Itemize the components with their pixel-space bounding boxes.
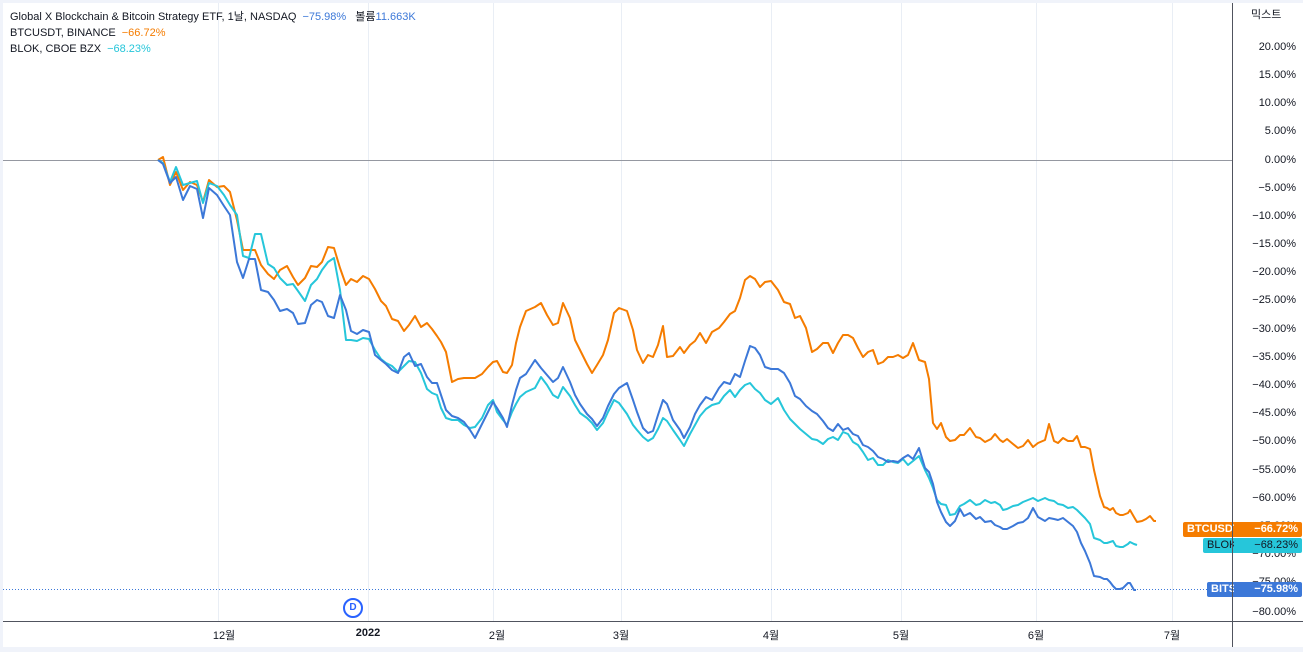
x-tick: 6월 [1027,630,1045,642]
chart-canvas [0,0,1232,621]
y-tick: 5.00% [1264,125,1296,137]
legend-btcusdt-name: BTCUSDT, BINANCE [10,27,116,39]
y-tick: −40.00% [1252,379,1296,391]
legend-bits-value: −75.98% [302,11,347,23]
bits-line [157,159,1136,591]
y-tick: −60.00% [1252,492,1296,504]
y-tick: −10.00% [1252,210,1296,222]
scale-mode-label[interactable]: 믹스트 [1251,8,1282,21]
y-tick: −50.00% [1252,435,1296,447]
top-border [0,0,1303,3]
legend-volume-label: 볼륨 [355,11,376,23]
legend-blok-value: −68.23% [107,43,151,55]
left-border [0,0,3,647]
legend-btcusdt-value: −66.72% [121,27,166,39]
blok-line [157,159,1138,548]
x-tick: 2022 [355,627,381,639]
btcusdt-price-tag: −66.72% [1234,522,1302,537]
x-tick: 2월 [488,630,506,642]
y-tick: 15.00% [1258,69,1296,81]
y-tick: 10.00% [1258,97,1296,109]
y-tick: −35.00% [1252,351,1296,363]
time-axis[interactable]: 12월 2022 2월 3월 4월 5월 6월 7월 [0,621,1232,648]
y-tick: −5.00% [1258,182,1296,194]
bottom-border [0,647,1303,652]
price-axis[interactable]: 믹스트 20.00% 15.00% 10.00% 5.00% 0.00% −5.… [1232,0,1303,621]
legend-volume-value: 11.663K [375,11,416,23]
vertical-gridlines [218,0,1173,621]
legend-blok-name: BLOK, CBOE BZX [10,43,102,55]
bits-price-tag: −75.98% [1234,582,1302,597]
y-tick: −30.00% [1252,323,1296,335]
dividend-marker-icon[interactable]: D [343,598,363,618]
y-tick: −45.00% [1252,407,1296,419]
y-tick: −25.00% [1252,294,1296,306]
blok-price-tag: −68.23% [1234,538,1302,553]
y-tick: −55.00% [1252,464,1296,476]
y-tick: −20.00% [1252,266,1296,278]
y-tick: 0.00% [1264,154,1296,166]
legend-row-btcusdt[interactable]: BTCUSDT, BINANCE −66.72% [10,25,416,41]
legend-bits-name: Global X Blockchain & Bitcoin Strategy E… [10,11,297,23]
legend-row-bits[interactable]: Global X Blockchain & Bitcoin Strategy E… [10,9,416,25]
plot-area[interactable]: Global X Blockchain & Bitcoin Strategy E… [0,0,1244,621]
y-tick: −15.00% [1252,238,1296,250]
y-tick: −80.00% [1252,606,1296,618]
chart-legend: Global X Blockchain & Bitcoin Strategy E… [10,9,416,57]
btcusdt-line [157,156,1156,523]
axis-corner [1232,621,1303,648]
legend-row-blok[interactable]: BLOK, CBOE BZX −68.23% [10,41,416,57]
blok-price-label: BLOK [1203,538,1241,553]
y-tick: 20.00% [1258,41,1296,53]
x-tick: 3월 [612,630,630,642]
x-tick: 12월 [212,630,236,642]
x-tick: 4월 [762,630,780,642]
btcusdt-price-label: BTCUSDT [1183,522,1244,537]
x-tick: 7월 [1163,630,1181,642]
x-tick: 5월 [892,630,910,642]
bits-price-label: BITS [1207,582,1241,597]
